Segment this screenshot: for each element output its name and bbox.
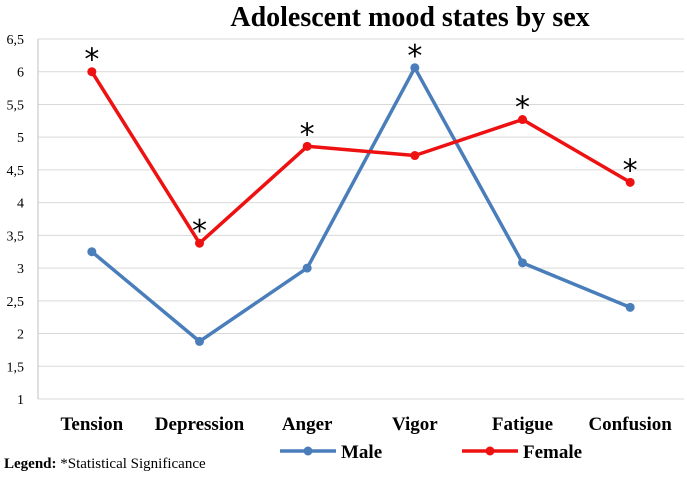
significance-star: * — [623, 153, 638, 188]
y-tick-label: 6,5 — [7, 33, 25, 48]
y-tick-label: 4 — [17, 197, 24, 212]
significance-star: * — [515, 91, 530, 126]
data-point-male — [195, 336, 204, 346]
legend: Male Female — [280, 442, 582, 463]
data-point-male — [87, 247, 97, 257]
data-point-male — [302, 263, 312, 273]
grid-layer — [38, 38, 684, 400]
chart-title: Adolescent mood states by sex — [230, 2, 589, 33]
y-tick-label: 2 — [17, 328, 24, 343]
x-tick-label: Fatigue — [492, 414, 553, 435]
legend-label-male: Male — [341, 442, 382, 463]
significance-star: * — [300, 117, 315, 152]
y-tick-label: 3,5 — [7, 229, 25, 244]
legend-marker-female — [485, 446, 495, 456]
legend-note-text: *Statistical Significance — [60, 456, 206, 472]
x-tick-label: Depression — [155, 414, 245, 435]
x-tick-label: Anger — [282, 414, 333, 435]
data-point-female — [302, 141, 312, 151]
data-point-female — [195, 238, 204, 248]
y-tick-label: 1 — [17, 393, 24, 408]
data-point-male — [625, 302, 635, 312]
legend-label-female: Female — [523, 442, 582, 463]
x-tick-label: Tension — [60, 414, 123, 435]
data-point-female — [87, 67, 97, 77]
y-tick-label: 5 — [17, 131, 24, 146]
data-point-male — [410, 63, 420, 73]
y-tick-label: 3 — [17, 262, 24, 277]
legend-note-label: Legend: — [4, 456, 57, 472]
series-line-female — [90, 70, 632, 245]
data-point-male — [518, 258, 527, 268]
legend-marker-male — [303, 446, 313, 456]
legend-note: Legend: *Statistical Significance — [4, 456, 206, 473]
x-tick-label: Confusion — [588, 414, 672, 435]
y-tick-label: 4,5 — [7, 164, 25, 179]
series-line-male — [90, 66, 631, 344]
y-tick-label: 1,5 — [7, 360, 25, 375]
significance-markers: * * * * * * — [84, 39, 637, 249]
y-tick-label: 5,5 — [7, 98, 25, 113]
data-point-female — [625, 177, 635, 187]
x-tick-label: Vigor — [392, 414, 438, 435]
significance-star: * — [407, 39, 422, 74]
y-tick-label: 6 — [17, 66, 24, 81]
axis-layer: 1 1,5 2 2,5 3 3,5 4 4,5 5 5,5 6 6,5 Tension Depressio… — [7, 33, 673, 435]
significance-star: * — [84, 43, 99, 78]
data-point-female — [410, 151, 420, 161]
significance-star: * — [192, 214, 207, 249]
data-point-female — [518, 115, 527, 125]
series-layer — [87, 63, 635, 346]
y-tick-label: 2,5 — [7, 295, 25, 310]
